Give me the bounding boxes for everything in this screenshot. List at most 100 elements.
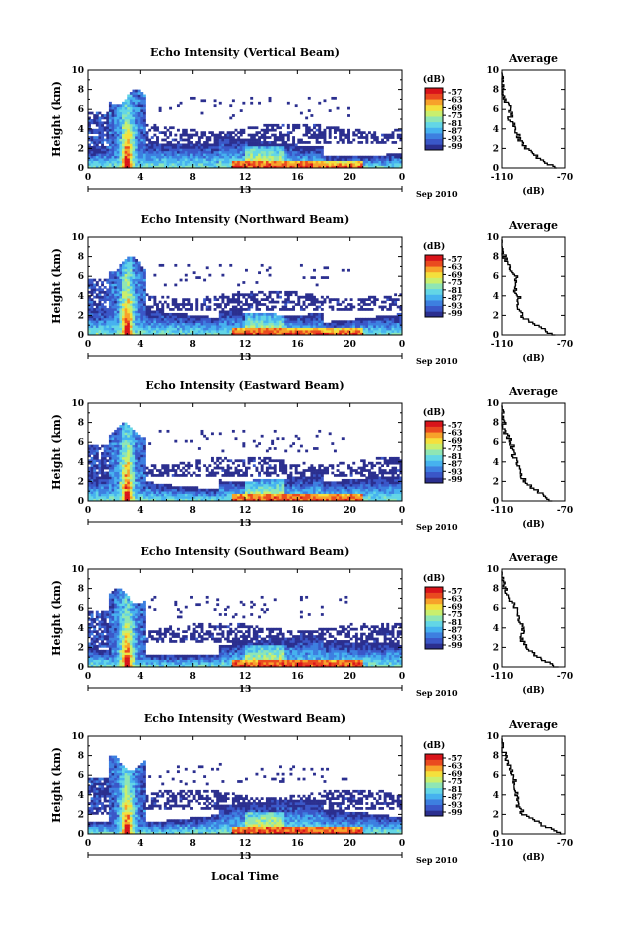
heatmap-cell <box>213 133 217 137</box>
heatmap-cell <box>378 305 382 309</box>
heatmap-cell <box>320 332 324 336</box>
heatmap-cell <box>195 466 199 470</box>
heatmap-cell <box>179 330 183 333</box>
heatmap-cell <box>197 145 201 149</box>
heatmap-cell <box>111 491 115 494</box>
heatmap-cell <box>231 99 235 103</box>
heatmap-cell <box>182 461 186 465</box>
heatmap-cell <box>213 322 217 326</box>
heatmap-cell <box>239 469 243 472</box>
heatmap-cell <box>114 128 118 132</box>
heatmap-cell <box>179 136 183 139</box>
heatmap-cell <box>344 133 348 137</box>
heatmap-cell <box>286 327 290 331</box>
heatmap-cell <box>161 305 165 309</box>
heatmap-cell <box>106 447 110 450</box>
heatmap-cell <box>187 491 191 494</box>
heatmap-cell <box>297 138 301 142</box>
heatmap-cell <box>247 488 251 492</box>
heatmap-cell <box>148 143 152 147</box>
heatmap-cell <box>98 332 102 336</box>
heatmap-cell <box>119 493 123 497</box>
heatmap-cell <box>135 474 139 477</box>
heatmap-cell <box>95 116 99 120</box>
heatmap-cell <box>297 332 301 336</box>
heatmap-cell <box>250 96 254 100</box>
heatmap-cell <box>263 298 267 301</box>
heatmap-cell <box>88 153 91 157</box>
heatmap-cell <box>284 133 288 137</box>
heatmap-cell <box>265 481 269 485</box>
heatmap-cell <box>108 476 112 480</box>
heatmap-cell <box>268 330 272 333</box>
heatmap-cell <box>292 325 296 328</box>
heatmap-cell <box>127 459 131 463</box>
heatmap-cell <box>197 474 201 477</box>
heatmap-cell <box>132 89 136 93</box>
heatmap-cell <box>383 315 387 319</box>
heatmap-cell <box>184 330 188 333</box>
heatmap-cell <box>396 317 400 321</box>
heatmap-cell <box>124 452 128 455</box>
heatmap-cell <box>132 106 136 110</box>
heatmap-cell <box>226 330 230 333</box>
heatmap-cell <box>347 160 350 164</box>
heatmap-cell <box>221 143 225 147</box>
heatmap-cell <box>396 128 400 132</box>
heatmap-cell <box>347 138 350 142</box>
heatmap-cell <box>234 320 238 324</box>
heatmap-cell <box>349 327 353 331</box>
heatmap-cell <box>150 469 154 472</box>
heatmap-cell <box>101 160 104 164</box>
heatmap-cell <box>95 464 99 467</box>
heatmap-cell <box>163 133 167 137</box>
heatmap-cell <box>210 320 214 324</box>
heatmap-cell <box>150 153 154 157</box>
heatmap-cell <box>279 461 282 465</box>
heatmap-cell <box>137 286 141 289</box>
heatmap-cell <box>354 158 358 161</box>
heatmap-cell <box>229 150 233 154</box>
heatmap-cell <box>98 123 102 127</box>
heatmap-cell <box>145 325 149 328</box>
heatmap-cell <box>184 303 188 306</box>
heatmap-cell <box>352 325 356 328</box>
heatmap-cell <box>101 116 104 120</box>
heatmap-cell <box>331 298 335 301</box>
heatmap-cell <box>195 332 199 336</box>
heatmap-cell <box>231 488 235 492</box>
heatmap-cell <box>179 165 183 169</box>
heatmap-cell <box>111 298 115 301</box>
heatmap-cell <box>106 126 110 130</box>
heatmap-cell <box>208 464 212 467</box>
heatmap-cell <box>328 126 332 130</box>
heatmap-cell <box>190 96 193 100</box>
heatmap-cell <box>88 126 91 130</box>
heatmap-cell <box>307 148 311 152</box>
heatmap-cell <box>271 150 275 154</box>
heatmap-cell <box>95 136 99 139</box>
heatmap-cell <box>360 305 364 309</box>
heatmap-cell <box>171 491 175 494</box>
heatmap-cell <box>122 466 125 470</box>
heatmap-cell <box>297 295 301 299</box>
heatmap-cell <box>195 131 199 134</box>
heatmap-cell <box>135 281 139 284</box>
heatmap-cell <box>210 332 214 336</box>
heatmap-cell <box>90 150 94 154</box>
heatmap-cell <box>231 308 235 311</box>
heatmap-cell <box>276 295 280 299</box>
heatmap-cell <box>224 469 227 472</box>
heatmap-cell <box>132 271 136 275</box>
heatmap-cell <box>190 498 193 502</box>
heatmap-cell <box>323 160 327 164</box>
heatmap-cell <box>190 308 193 311</box>
heatmap-cell <box>124 454 128 458</box>
heatmap-cell <box>205 141 209 144</box>
heatmap-cell <box>347 327 350 331</box>
heatmap-cell <box>229 138 233 142</box>
heatmap-cell <box>318 148 322 152</box>
heatmap-cell <box>333 320 337 324</box>
heatmap-cell <box>148 160 152 164</box>
heatmap-cell <box>347 325 350 328</box>
